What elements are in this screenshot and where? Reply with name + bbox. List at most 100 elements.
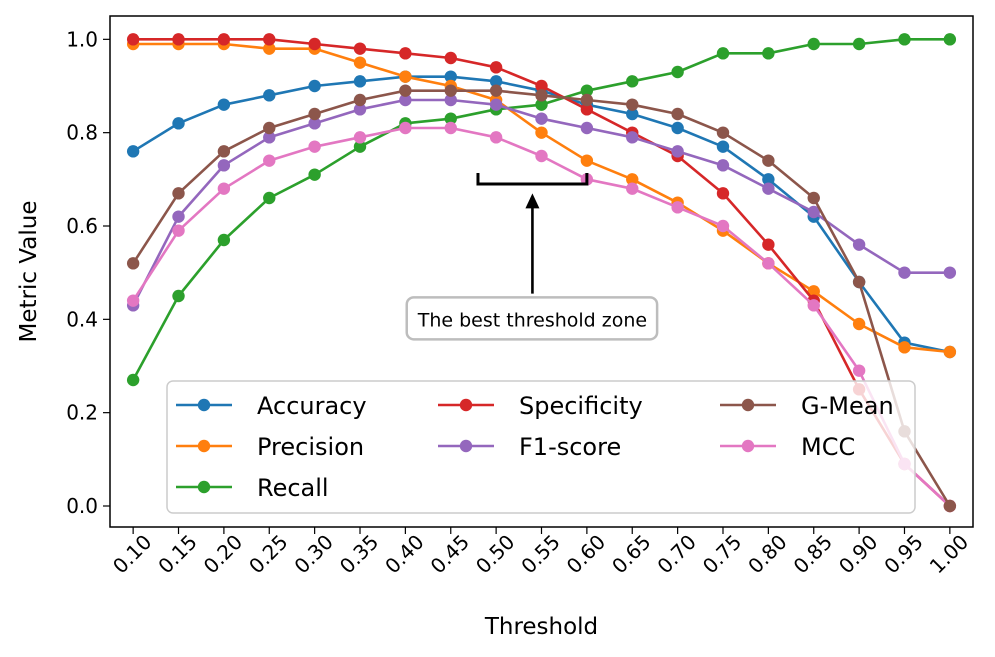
data-point-recall <box>626 75 639 88</box>
data-point-mcc <box>217 182 231 195</box>
data-point-g-mean <box>716 126 730 139</box>
data-point-precision <box>353 56 367 69</box>
data-point-recall <box>943 33 957 46</box>
data-point-f1-score <box>671 145 684 158</box>
data-point-f1-score <box>489 98 503 111</box>
data-point-accuracy <box>489 75 503 88</box>
data-point-recall <box>126 373 140 387</box>
legend-entry-recall: Recall <box>176 474 329 502</box>
data-point-g-mean <box>217 145 231 158</box>
data-point-g-mean <box>444 84 457 97</box>
data-point-f1-score <box>399 93 412 107</box>
data-point-recall <box>535 98 548 111</box>
data-point-f1-score <box>716 159 730 172</box>
data-point-mcc <box>308 140 321 153</box>
legend-marker <box>459 439 473 453</box>
legend-label: Precision <box>257 433 364 461</box>
legend-label: Recall <box>257 474 329 502</box>
legend-entry-accuracy: Accuracy <box>176 392 367 420</box>
data-point-mcc <box>126 294 140 307</box>
data-point-specificity <box>353 42 367 55</box>
data-point-f1-score <box>308 117 321 130</box>
data-point-specificity <box>126 33 140 46</box>
data-point-accuracy <box>126 145 140 158</box>
data-point-accuracy <box>263 89 276 102</box>
legend-marker <box>197 398 211 412</box>
series-layer <box>126 33 957 513</box>
y-tick-label: 1.0 <box>66 27 98 51</box>
data-point-specificity <box>535 79 548 93</box>
data-point-mcc <box>489 131 503 144</box>
data-point-specificity <box>444 51 457 65</box>
y-axis-ticks: 0.0 0.2 0.4 0.6 0.8 1.0 <box>66 27 110 518</box>
data-point-f1-score <box>263 131 276 144</box>
series-recall <box>126 33 957 387</box>
data-point-recall <box>807 37 820 51</box>
annotation: The best threshold zone <box>405 173 659 341</box>
annotation-box <box>405 296 659 341</box>
data-point-f1-score <box>807 205 820 219</box>
data-point-recall <box>898 33 911 46</box>
data-point-recall <box>671 65 684 79</box>
legend-entry-precision: Precision <box>176 433 364 461</box>
data-point-f1-score <box>852 238 866 251</box>
data-point-specificity <box>217 33 231 46</box>
data-point-g-mean <box>399 84 412 97</box>
data-point-recall <box>263 191 276 205</box>
data-point-f1-score <box>217 159 231 172</box>
data-point-mcc <box>263 154 276 167</box>
legend-entry-g-mean: G-Mean <box>720 392 894 420</box>
legend-marker <box>741 439 755 453</box>
data-point-specificity <box>399 47 412 60</box>
legend: Accuracy Precision Recall Specificity F1-sco… <box>166 380 916 514</box>
data-point-mcc <box>172 224 185 237</box>
data-point-g-mean <box>126 257 140 270</box>
data-point-recall <box>217 233 231 247</box>
data-point-specificity <box>762 238 775 251</box>
legend-entry-f1-score: F1-score <box>438 433 621 461</box>
data-point-accuracy <box>172 117 185 130</box>
y-tick-label: 0.0 <box>66 494 98 518</box>
data-point-f1-score <box>172 210 185 223</box>
data-point-mcc <box>353 131 367 144</box>
data-point-g-mean <box>943 499 957 513</box>
legend-label: MCC <box>801 433 855 461</box>
data-point-specificity <box>308 37 321 51</box>
data-point-mcc <box>716 219 730 233</box>
data-point-g-mean <box>353 93 367 107</box>
data-point-mcc <box>626 182 639 195</box>
annotation-bracket <box>476 173 589 186</box>
data-point-accuracy <box>217 98 231 111</box>
data-point-precision <box>852 317 866 331</box>
annotation-text: The best threshold zone <box>417 309 647 331</box>
data-point-f1-score <box>353 103 367 116</box>
legend-box <box>166 380 916 514</box>
data-point-g-mean <box>762 154 775 167</box>
data-point-precision <box>943 345 957 359</box>
data-point-mcc <box>535 149 548 163</box>
legend-marker <box>197 439 211 453</box>
data-point-g-mean <box>671 107 684 121</box>
legend-entry-mcc: MCC <box>720 433 855 461</box>
data-point-recall <box>172 289 185 303</box>
data-point-recall <box>308 168 321 181</box>
y-tick-label: 0.6 <box>66 214 98 238</box>
data-point-g-mean <box>308 107 321 121</box>
legend-label: F1-score <box>519 433 621 461</box>
data-point-recall <box>716 47 730 60</box>
legend-marker <box>741 398 755 412</box>
data-point-recall <box>762 47 775 60</box>
data-point-recall <box>353 140 367 153</box>
data-point-accuracy <box>671 121 684 135</box>
data-point-accuracy <box>353 75 367 88</box>
data-point-specificity <box>263 33 276 46</box>
legend-marker <box>459 398 473 412</box>
data-point-specificity <box>580 103 594 116</box>
data-point-g-mean <box>626 98 639 111</box>
data-point-mcc <box>671 201 684 214</box>
annotation-arrowhead <box>525 193 540 209</box>
data-point-recall <box>852 37 866 51</box>
data-point-mcc <box>399 121 412 135</box>
data-point-specificity <box>716 187 730 200</box>
